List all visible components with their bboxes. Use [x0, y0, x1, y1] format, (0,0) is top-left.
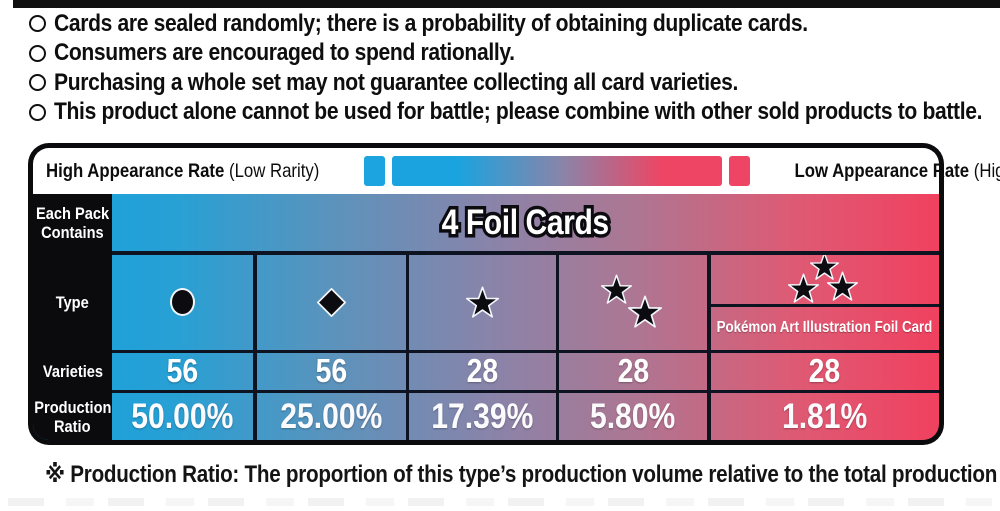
grid-line [112, 389, 939, 393]
bullet-circle-icon [29, 74, 46, 92]
notice-text: Purchasing a whole set may not guarantee… [54, 68, 739, 96]
notice-text: Cards are sealed randomly; there is a pr… [54, 9, 808, 37]
varieties-cell: 56 [315, 352, 347, 390]
rarity-circle-icon [170, 288, 195, 316]
rarity-grid: Each Pack Contains Type Varieties Produc… [33, 194, 939, 440]
production-ratio-cell: 50.00% [131, 396, 234, 436]
rarity-table-card: High Appearance Rate (Low Rarity) Low Ap… [28, 143, 1000, 445]
legend-gradient-bar [391, 156, 722, 186]
type-cell-one-star [409, 255, 556, 350]
row-label-production-ratio: Production Ratio [33, 397, 112, 436]
low-appearance-label: Low Appearance Rate (High Rarity) [794, 159, 1000, 182]
varieties-cell: 28 [617, 352, 649, 390]
rarity-two-stars-icon [600, 274, 665, 330]
grid-line [405, 251, 409, 440]
low-rate-swatch [728, 156, 750, 186]
type-cell-diamond [257, 255, 406, 350]
high-rate-swatch [363, 156, 385, 186]
top-crop-bar [13, 0, 1000, 8]
bullet-circle-icon [29, 44, 46, 62]
type-cell-circle [112, 255, 253, 350]
varieties-cell: 56 [166, 352, 199, 390]
bottom-crop-text-remnant [8, 498, 992, 506]
grid-line [707, 304, 939, 307]
production-ratio-footnote: ※ Production Ratio: The proportion of th… [45, 461, 1000, 488]
grid-line [112, 251, 939, 255]
bullet-circle-icon [29, 103, 46, 121]
production-ratio-cell: 5.80% [590, 396, 676, 436]
row-label-type: Type [55, 292, 90, 312]
notice-item: Purchasing a whole set may not guarantee… [29, 68, 1000, 98]
high-appearance-label: High Appearance Rate (Low Rarity) [46, 159, 320, 182]
production-ratio-cell: 25.00% [279, 396, 383, 436]
grid-line [555, 251, 559, 440]
row-label-varieties: Varieties [42, 362, 103, 381]
grid-line [707, 251, 711, 440]
art-illustration-sub-label: Pokémon Art Illustration Foil Card [716, 319, 933, 337]
notice-list: Cards are sealed randomly; there is a pr… [29, 9, 1000, 127]
row-label-each-pack-contains: Each Pack Contains [35, 203, 110, 242]
rarity-diamond-icon [316, 287, 346, 317]
rarity-legend: High Appearance Rate (Low Rarity) Low Ap… [33, 148, 1000, 194]
bullet-circle-icon [29, 15, 46, 33]
grid-line [112, 349, 939, 353]
rarity-three-stars-icon [787, 252, 861, 304]
type-cell-three-stars [711, 252, 939, 304]
notice-item: Cards are sealed randomly; there is a pr… [29, 9, 1000, 39]
notice-text: Consumers are encouraged to spend ration… [54, 39, 515, 67]
notice-text: This product alone cannot be used for ba… [54, 98, 983, 126]
production-ratio-cell: 1.81% [781, 396, 867, 436]
notice-item: This product alone cannot be used for ba… [29, 98, 1000, 128]
production-ratio-cell: 17.39% [431, 396, 534, 436]
rarity-star-icon [465, 285, 499, 318]
rarity-gradient-legend [363, 156, 750, 186]
varieties-cell: 28 [466, 352, 499, 390]
notice-item: Consumers are encouraged to spend ration… [29, 39, 1000, 69]
row-label-column [33, 194, 112, 440]
pack-contents-header: 4 Foil Cards 4 Foil Cards [439, 199, 613, 245]
varieties-cell: 28 [808, 352, 841, 390]
type-cell-two-stars [559, 255, 707, 350]
grid-line [253, 251, 257, 440]
